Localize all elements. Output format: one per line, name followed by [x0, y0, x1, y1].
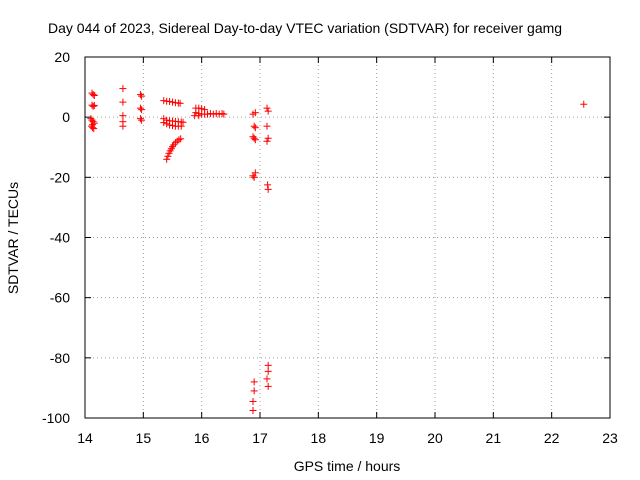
- x-tick-label: 21: [486, 430, 502, 446]
- data-point: [250, 134, 258, 142]
- x-tick-label: 19: [369, 430, 385, 446]
- data-point: [160, 119, 168, 127]
- data-point: [209, 110, 217, 118]
- data-point: [176, 99, 184, 107]
- data-point: [218, 110, 226, 118]
- data-point: [263, 104, 271, 112]
- data-point: [251, 169, 259, 177]
- data-point: [119, 98, 127, 106]
- data-point: [250, 173, 258, 181]
- y-tick-label: -20: [50, 169, 70, 185]
- data-point: [264, 134, 272, 142]
- data-points: [87, 85, 588, 414]
- data-point: [160, 97, 168, 105]
- data-point: [90, 92, 98, 100]
- data-point: [251, 124, 259, 132]
- data-point: [264, 361, 272, 369]
- y-tick-label: 20: [54, 49, 70, 65]
- data-point: [249, 406, 257, 414]
- data-point: [169, 143, 176, 151]
- data-point: [192, 109, 200, 117]
- data-point: [136, 104, 144, 112]
- data-point: [264, 382, 272, 390]
- data-point: [90, 125, 98, 133]
- data-point: [119, 85, 127, 93]
- x-tick-label: 15: [136, 430, 152, 446]
- data-point: [249, 397, 257, 405]
- x-tick-label: 17: [252, 430, 268, 446]
- data-point: [580, 100, 588, 108]
- data-point: [175, 136, 183, 144]
- data-point: [179, 118, 187, 126]
- data-point: [250, 122, 258, 130]
- y-tick-label: 0: [62, 109, 70, 125]
- data-point: [250, 378, 258, 386]
- data-point: [195, 112, 203, 120]
- y-tick-label: -40: [50, 230, 70, 246]
- data-point: [177, 122, 185, 130]
- y-tick-label: -60: [50, 290, 70, 306]
- data-point: [264, 181, 272, 189]
- x-tick-label: 18: [311, 430, 327, 446]
- x-tick-label: 23: [602, 430, 618, 446]
- data-point: [89, 118, 97, 126]
- data-point: [220, 110, 228, 118]
- x-tick-label: 22: [544, 430, 560, 446]
- x-tick-label: 20: [427, 430, 443, 446]
- data-point: [166, 98, 174, 106]
- data-point: [90, 119, 98, 127]
- x-axis-label: GPS time / hours: [294, 458, 401, 474]
- y-tick-labels: 20 0 -20 -40 -60 -80 -100: [42, 49, 70, 426]
- data-point: [138, 116, 146, 124]
- data-point: [264, 367, 272, 375]
- data-point: [251, 109, 259, 117]
- data-point: [90, 101, 98, 109]
- data-point: [264, 185, 272, 193]
- data-point: [250, 387, 258, 395]
- data-point: [263, 375, 271, 383]
- axis-ticks: [84, 56, 611, 419]
- data-point: [171, 139, 179, 147]
- y-tick-label: -100: [42, 410, 70, 426]
- y-tick-label: -80: [50, 350, 70, 366]
- data-point: [264, 107, 272, 115]
- x-tick-label: 14: [77, 430, 93, 446]
- y-axis-label: SDTVAR / TECUs: [5, 182, 21, 294]
- data-point: [169, 122, 176, 130]
- x-tick-labels: 14 15 16 17 18 19 20 21 22 23: [77, 430, 618, 446]
- x-tick-label: 16: [194, 430, 210, 446]
- data-point: [136, 91, 144, 99]
- chart-title: Day 044 of 2023, Sidereal Day-to-day VTE…: [48, 20, 562, 36]
- data-point: [163, 155, 171, 163]
- data-point: [263, 122, 271, 130]
- data-point: [169, 98, 176, 106]
- data-point: [164, 152, 172, 160]
- data-point: [89, 102, 97, 110]
- data-point: [119, 112, 127, 120]
- data-point: [89, 91, 97, 99]
- data-point: [136, 115, 144, 123]
- data-point: [138, 106, 146, 114]
- data-point: [251, 136, 259, 144]
- data-point: [119, 122, 127, 130]
- data-point: [89, 124, 97, 132]
- data-point: [177, 135, 185, 143]
- data-point: [263, 137, 271, 145]
- data-point: [163, 120, 171, 128]
- data-point: [166, 121, 174, 129]
- data-point: [138, 92, 146, 100]
